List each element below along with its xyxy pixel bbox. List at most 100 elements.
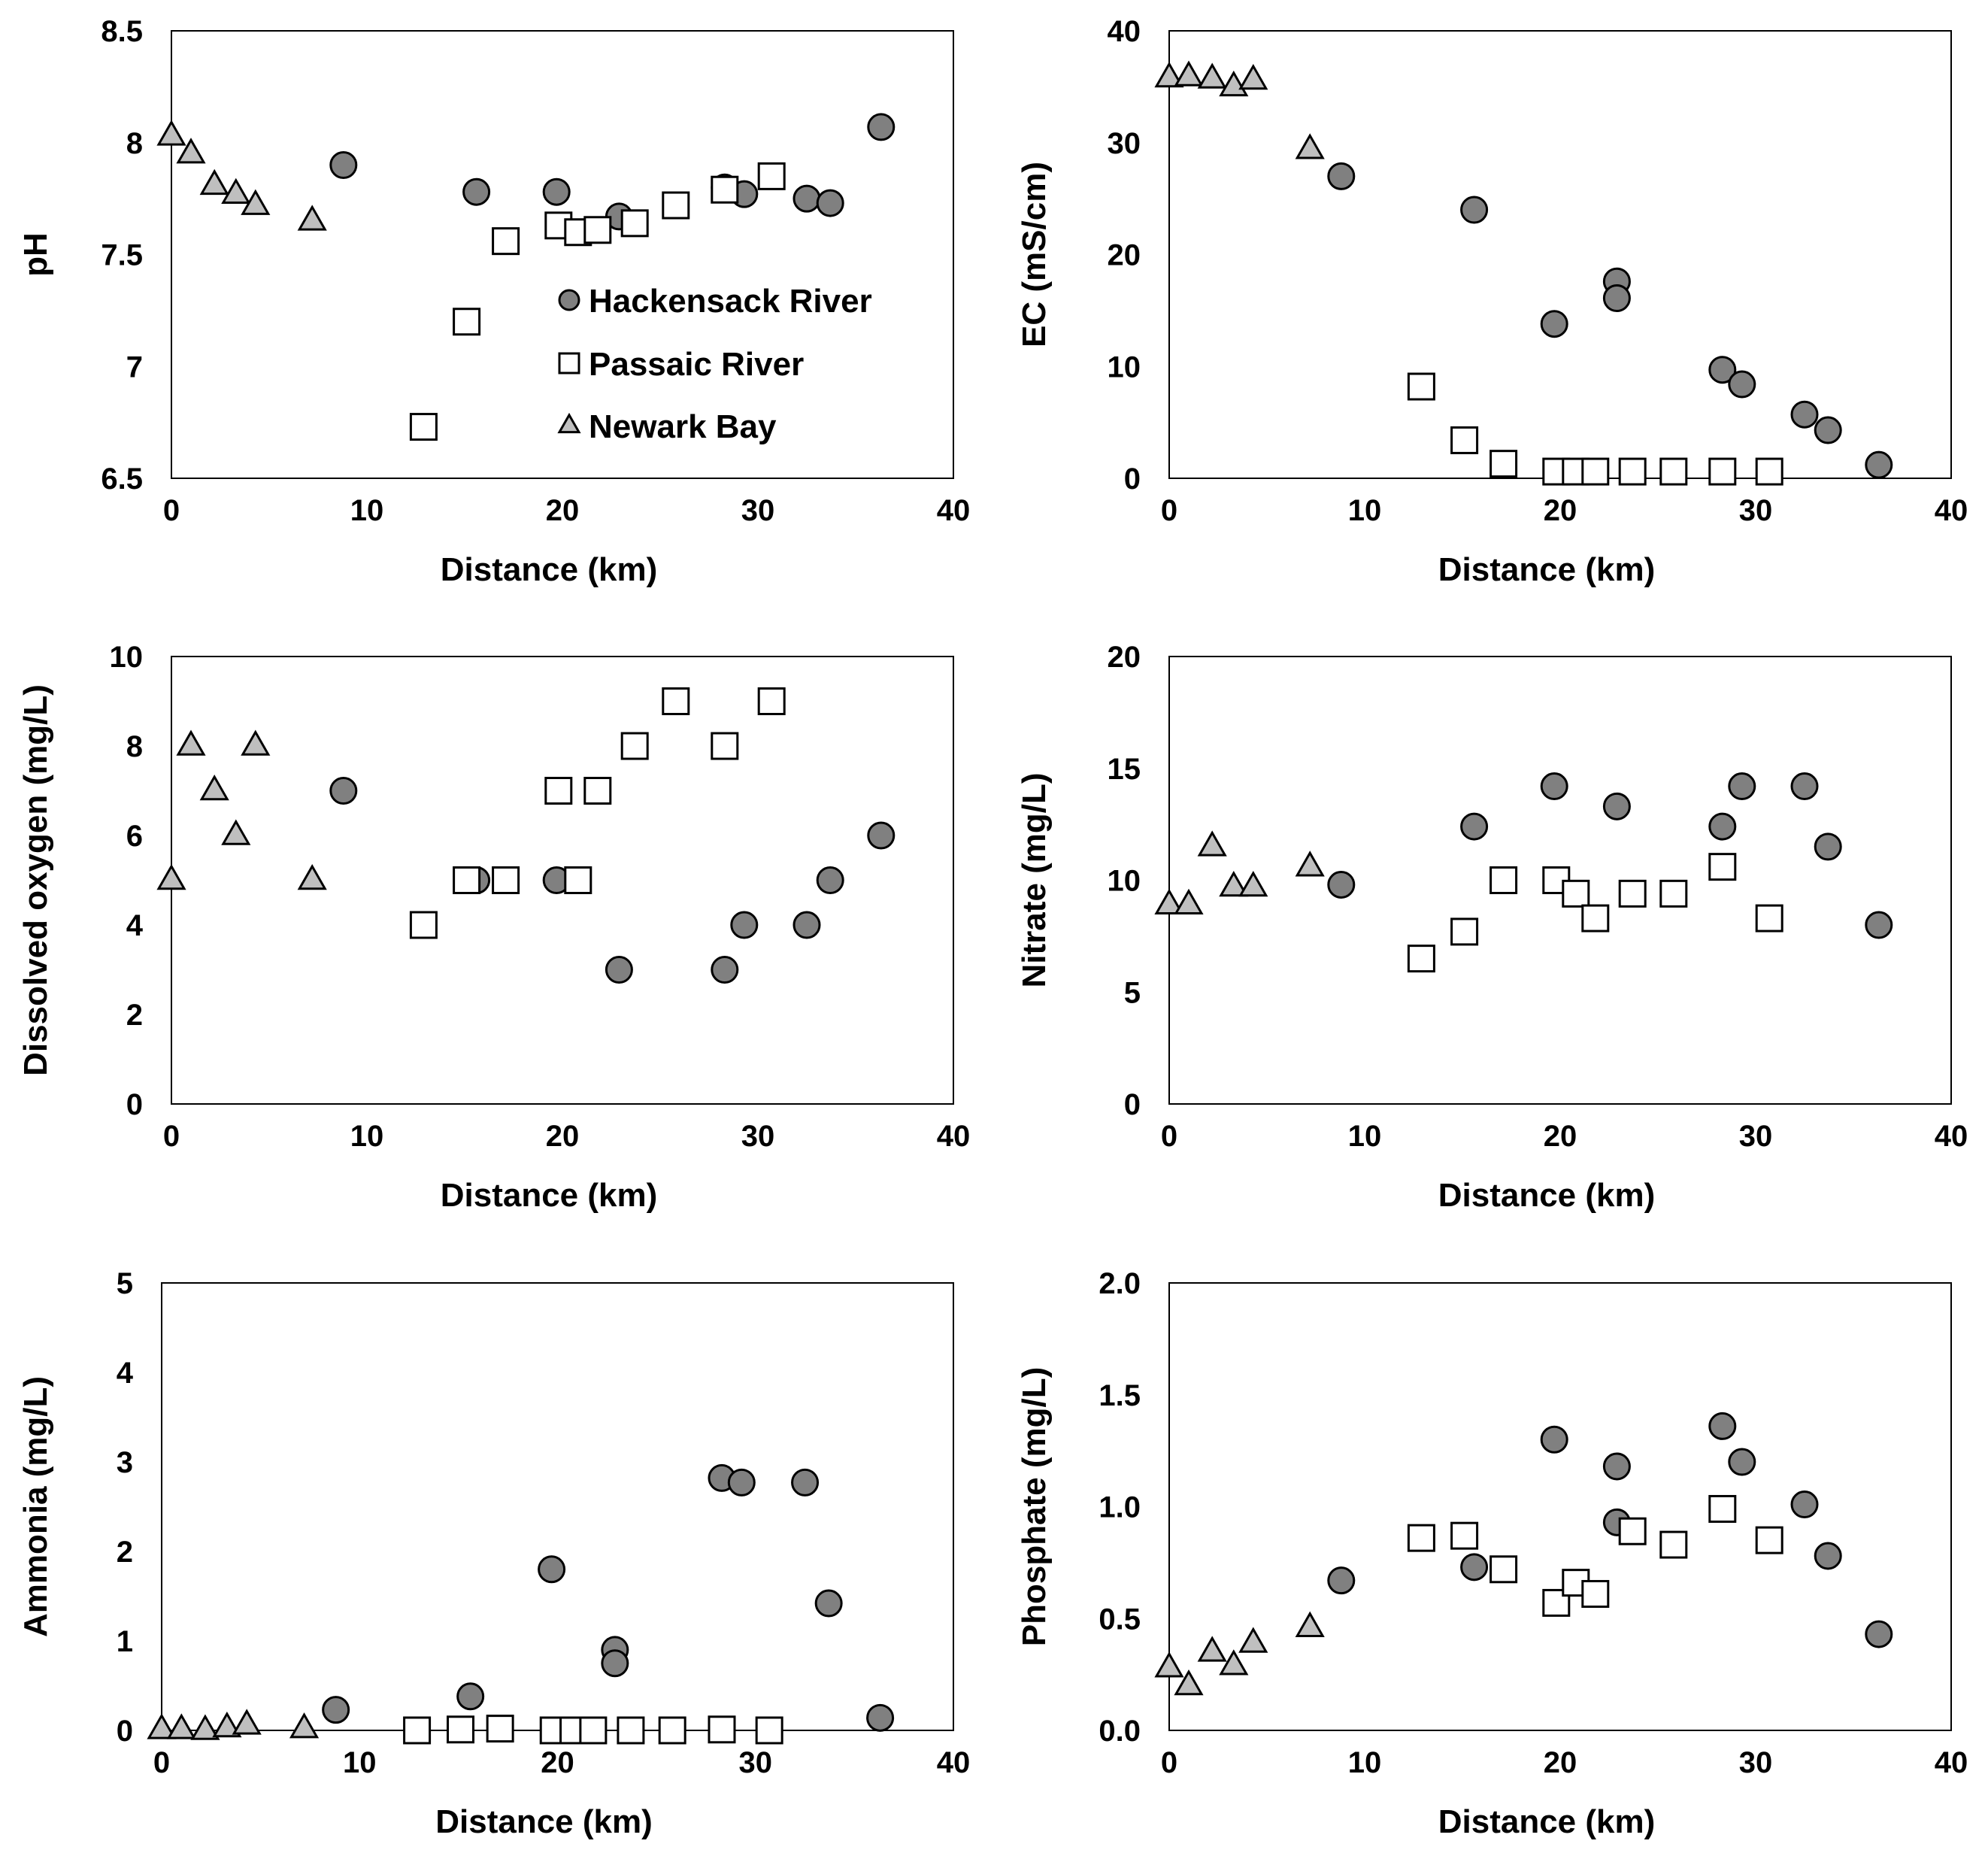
- hackensack-point: [814, 1589, 843, 1618]
- x-tick-label: 30: [1739, 1120, 1773, 1153]
- y-tick-label: 3: [117, 1446, 133, 1479]
- x-tick-label: 20: [1544, 494, 1577, 527]
- passaic-point: [1708, 1494, 1737, 1523]
- passaic-point: [620, 732, 649, 760]
- y-axis-label: EC (mS/cm): [1016, 162, 1053, 347]
- y-tick-label: 2.0: [1099, 1267, 1141, 1300]
- passaic-point: [453, 308, 481, 336]
- hackensack-point: [1728, 370, 1756, 399]
- passaic-point: [1450, 426, 1479, 454]
- y-axis-label: Ammonia (mg/L): [17, 1376, 54, 1637]
- y-tick-label: 0: [1124, 1088, 1141, 1121]
- newark-point: [176, 729, 206, 756]
- plot-area: [1168, 1282, 1952, 1731]
- hackensack-point: [538, 1555, 566, 1584]
- x-tick-label: 30: [741, 1120, 775, 1153]
- passaic-point: [658, 1716, 686, 1745]
- x-tick-label: 40: [937, 1746, 971, 1779]
- passaic-point: [757, 687, 786, 715]
- hackensack-point: [1708, 356, 1737, 384]
- x-axis-label: Distance (km): [435, 1803, 653, 1840]
- newark-point: [147, 1713, 177, 1739]
- hackensack-point: [816, 189, 844, 217]
- hackensack-point: [1814, 1542, 1842, 1570]
- y-tick-label: 8.5: [101, 15, 143, 48]
- y-tick-label: 0.0: [1099, 1715, 1141, 1748]
- passaic-point: [711, 175, 739, 204]
- passaic-point: [620, 209, 649, 238]
- x-tick-label: 10: [343, 1746, 377, 1779]
- y-tick-label: 10: [1108, 865, 1141, 898]
- y-tick-label: 6: [126, 820, 143, 853]
- hackensack-point: [1728, 1448, 1756, 1476]
- hackensack-point: [1327, 1566, 1356, 1595]
- legend-newark-marker: [557, 412, 581, 434]
- y-tick-label: 2: [126, 999, 143, 1032]
- hackensack-point: [1708, 812, 1737, 841]
- x-tick-label: 10: [350, 494, 384, 527]
- y-tick-label: 10: [1108, 350, 1141, 384]
- passaic-point: [1659, 1530, 1688, 1559]
- hackensack-point: [1814, 832, 1842, 861]
- passaic-point: [1581, 457, 1610, 486]
- x-tick-label: 0: [1161, 1120, 1177, 1153]
- y-tick-label: 8: [126, 127, 143, 160]
- hackensack-point: [1602, 792, 1631, 820]
- hackensack-point: [1865, 1620, 1893, 1648]
- newark-point: [1154, 1651, 1184, 1678]
- hackensack-point: [1790, 772, 1819, 801]
- hackensack-point: [329, 151, 358, 179]
- y-tick-label: 20: [1108, 641, 1141, 674]
- newark-point: [156, 120, 186, 146]
- hackensack-point: [605, 956, 633, 984]
- passaic-point: [1581, 904, 1610, 933]
- x-tick-label: 40: [937, 1120, 971, 1153]
- chart-panel-5: 0 10 20 30 40 0 1 2 3 4 5 Distance (km) Ammonia (mg/…: [17, 1267, 970, 1840]
- hackensack-point: [867, 821, 896, 850]
- chart-panel-1: 0 10 20 30 40 6.5 7 7.5 8 8.5 Distance (km) pH Hacke…: [17, 15, 970, 588]
- passaic-point: [409, 911, 438, 939]
- newark-point: [1238, 1627, 1268, 1653]
- y-axis-label: Nitrate (mg/L): [1016, 773, 1053, 988]
- newark-point: [1238, 870, 1268, 897]
- y-tick-label: 0: [117, 1715, 133, 1748]
- y-tick-label: 30: [1108, 127, 1141, 160]
- newark-point: [1219, 1649, 1249, 1675]
- hackensack-point: [792, 184, 821, 213]
- x-tick-label: 40: [1935, 494, 1968, 527]
- newark-point: [1174, 60, 1204, 86]
- x-tick-label: 40: [1935, 1120, 1968, 1153]
- x-tick-label: 30: [1739, 1746, 1773, 1779]
- hackensack-point: [866, 1703, 895, 1732]
- legend-newark-label: Newark Bay: [589, 408, 777, 445]
- passaic-point: [755, 1716, 783, 1745]
- y-tick-label: 7: [126, 350, 143, 384]
- y-tick-label: 2: [117, 1536, 133, 1569]
- newark-point: [221, 819, 251, 845]
- passaic-point: [409, 413, 438, 441]
- x-axis-label: Distance (km): [1438, 1803, 1656, 1840]
- y-tick-label: 7.5: [101, 239, 143, 272]
- newark-point: [241, 189, 271, 215]
- hackensack-point: [792, 911, 821, 939]
- x-tick-label: 0: [1161, 494, 1177, 527]
- passaic-point: [579, 1716, 608, 1745]
- newark-point: [1197, 830, 1227, 857]
- y-axis-label: Phosphate (mg/L): [1016, 1367, 1053, 1647]
- hackensack-point: [1708, 1412, 1737, 1440]
- passaic-point: [1659, 879, 1688, 908]
- chart-panel-4: 0 10 20 30 40 0 5 10 15 20 Distance (km) Nitrate (m…: [1016, 641, 1968, 1214]
- legend-hackensack-label: Hackensack River: [589, 283, 872, 320]
- y-axis-label: Dissolved oxygen (mg/L): [17, 684, 54, 1076]
- newark-point: [156, 864, 186, 890]
- y-tick-label: 1.5: [1099, 1379, 1141, 1412]
- hackensack-point: [1327, 870, 1356, 899]
- passaic-point: [1755, 457, 1783, 486]
- x-tick-label: 10: [1348, 1746, 1382, 1779]
- hackensack-point: [816, 866, 844, 894]
- passaic-point: [1562, 879, 1590, 908]
- legend: Hackensack River Passaic River Newark Bay: [557, 283, 872, 445]
- passaic-point: [564, 866, 592, 894]
- x-tick-label: 10: [1348, 1120, 1382, 1153]
- plot-area: [171, 30, 954, 479]
